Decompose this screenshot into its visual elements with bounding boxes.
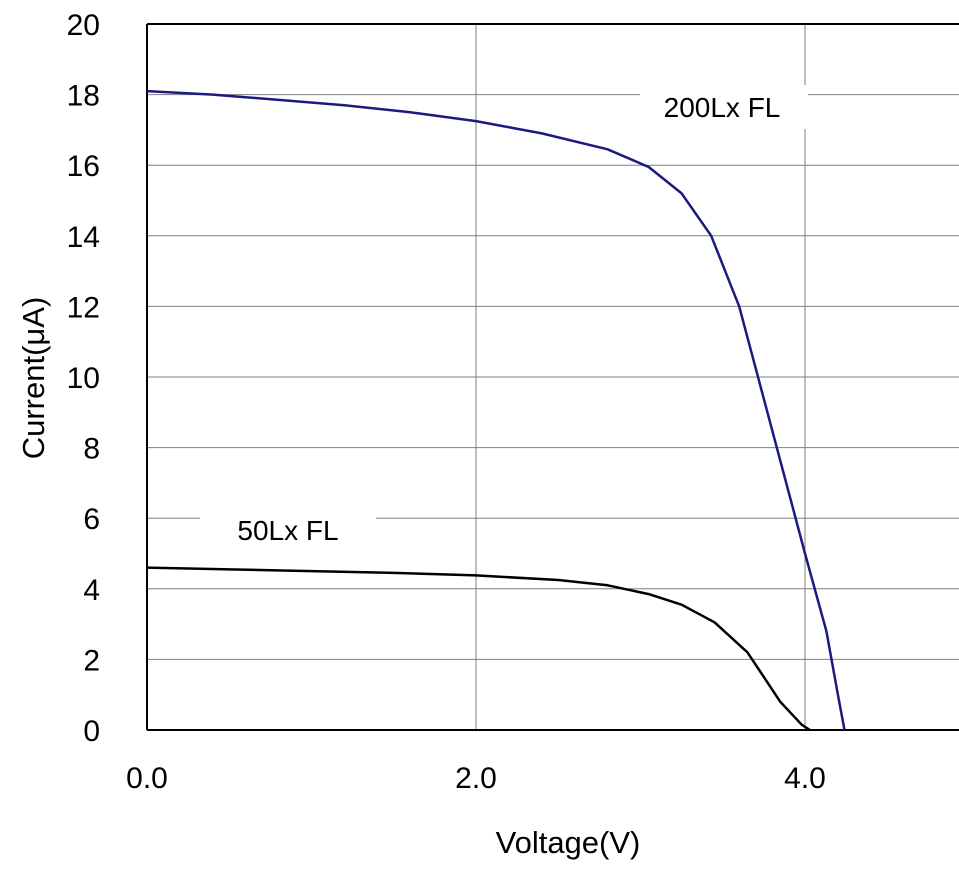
y-tick-label: 8 — [83, 433, 100, 466]
y-tick-label: 0 — [83, 715, 100, 748]
series-labels: 200Lx FL 50Lx FL — [200, 85, 808, 553]
plot-frame — [146, 23, 959, 731]
y-tick-label: 16 — [67, 150, 100, 183]
x-tick-label: 0.0 — [126, 762, 168, 795]
grid-lines — [147, 24, 959, 730]
series-label-50lx-bg — [200, 505, 376, 553]
series-lines — [146, 89, 846, 732]
series-label-200lx-bg — [640, 85, 808, 129]
tick-labels: 0 2 4 6 8 10 12 14 16 18 20 0.0 2.0 4.0 — [67, 9, 826, 795]
y-tick-label: 6 — [83, 503, 100, 536]
y-tick-label: 10 — [67, 362, 100, 395]
y-tick-label: 14 — [67, 221, 100, 254]
y-tick-label: 4 — [83, 574, 100, 607]
y-tick-label: 18 — [67, 80, 100, 113]
y-tick-label: 12 — [67, 291, 100, 324]
series-label-200lx: 200Lx FL — [664, 92, 781, 123]
y-tick-label: 20 — [67, 9, 100, 42]
x-axis-title: Voltage(V) — [496, 825, 641, 860]
x-tick-label: 4.0 — [784, 762, 826, 795]
x-tick-label: 2.0 — [455, 762, 497, 795]
series-label-50lx: 50Lx FL — [237, 515, 338, 546]
series-line-200lx — [146, 89, 846, 731]
y-axis-title: Current(μA) — [16, 297, 51, 460]
series-line-50lx — [146, 566, 811, 732]
y-tick-label: 2 — [83, 644, 100, 677]
